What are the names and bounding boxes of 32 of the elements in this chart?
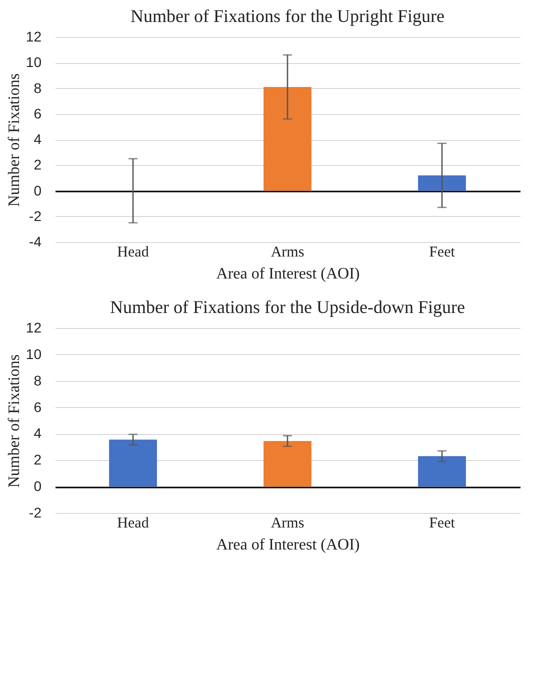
bar xyxy=(264,440,312,487)
x-tick-label: Head xyxy=(117,516,150,532)
chart-title: Number of Fixations for the Upside-down Figure xyxy=(110,297,465,317)
x-tick-label: Feet xyxy=(429,244,456,260)
y-tick-label: 2 xyxy=(34,452,42,468)
x-tick-label: Arms xyxy=(270,516,304,532)
y-tick-label: 12 xyxy=(26,320,42,336)
y-tick-label: 6 xyxy=(34,398,42,415)
y-tick-label: 10 xyxy=(26,346,42,362)
y-tick-label: 12 xyxy=(26,28,42,44)
x-tick-label: Head xyxy=(117,244,150,260)
y-tick-label: -2 xyxy=(29,208,42,224)
y-tick-label: 8 xyxy=(34,80,42,96)
y-tick-label: 0 xyxy=(34,182,42,198)
y-tick-label: -2 xyxy=(29,504,42,520)
y-tick-label: 10 xyxy=(26,54,42,70)
x-tick-label: Arms xyxy=(270,244,304,260)
y-axis-title: Number of Fixations xyxy=(6,73,23,207)
chart-title: Number of Fixations for the Upright Figure xyxy=(130,6,444,26)
y-axis-title: Number of Fixations xyxy=(6,354,23,488)
x-tick-label: Feet xyxy=(429,516,456,532)
bar xyxy=(418,456,466,487)
bar xyxy=(109,440,157,487)
y-tick-label: -4 xyxy=(29,234,42,250)
y-tick-label: 4 xyxy=(34,425,42,442)
y-tick-label: 8 xyxy=(34,372,42,388)
x-axis-title: Area of Interest (AOI) xyxy=(216,536,360,554)
y-tick-label: 6 xyxy=(34,105,42,122)
x-axis-title: Area of Interest (AOI) xyxy=(216,266,360,282)
y-tick-label: 2 xyxy=(34,156,42,173)
y-tick-label: 0 xyxy=(34,478,42,494)
y-tick-label: 4 xyxy=(34,131,42,147)
